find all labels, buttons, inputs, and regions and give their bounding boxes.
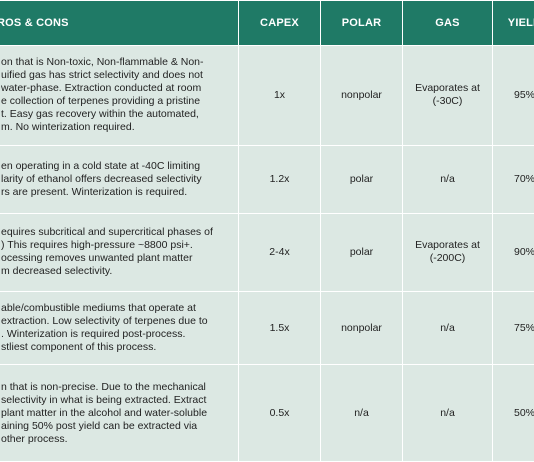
table-row: n that is non-precise. Due to the mechan… [0,364,534,462]
gas-line: n/a [440,321,455,334]
pros-cons-cell: equires subcritical and supercritical ph… [0,213,239,292]
pros-cons-line: selectivity in what is being extracted. … [1,393,207,406]
pros-cons-line: equires subcritical and supercritical ph… [1,226,213,239]
header-gas: GAS [402,0,493,46]
pros-cons-cell: n that is non-precise. Due to the mechan… [0,364,239,462]
gas-cell: Evaporates at (-200C) [402,213,493,292]
yield-cell: 90% [492,213,534,292]
gas-cell: n/a [402,144,493,215]
pros-cons-line: rs are present. Winterization is require… [1,185,188,198]
pros-cons-line: t. Easy gas recovery within the automate… [1,108,199,121]
pros-cons-cell: en operating in a cold state at -40C lim… [0,144,239,215]
pros-cons-line: able/combustible mediums that operate at [1,302,196,314]
pros-cons-line: extraction. Low selectivity of terpenes … [1,315,208,327]
gas-line: Evaporates at [415,239,480,252]
capex-cell: 1.2x [238,144,321,215]
header-capex: CAPEX [238,0,321,46]
polar-cell: polar [320,144,403,215]
polar-cell: polar [320,213,403,292]
gas-line: (-200C) [429,252,466,265]
table-row: able/combustible mediums that operate at… [0,290,534,366]
yield-cell: 75% [492,290,534,366]
pros-cons-line: plant matter in the alcohol and water-so… [1,406,208,419]
pros-cons-line: uified gas has strict selectivity and do… [1,69,203,82]
yield-cell: 95% [492,45,534,146]
pros-cons-line: . Winterization is required post-process… [1,328,186,340]
polar-cell: nonpolar [320,290,403,366]
gas-line: n/a [440,172,455,185]
pros-cons-line: e collection of terpenes providing a pri… [1,95,201,108]
gas-line: Evaporates at [415,82,480,95]
gas-cell: Evaporates at (-30C) [402,45,493,146]
pros-cons-line: larity of ethanol offers decreased selec… [1,172,202,185]
pros-cons-line: other process. [1,432,68,445]
pros-cons-cell: on that is Non-toxic, Non-flammable & No… [0,45,239,146]
capex-cell: 2-4x [238,213,321,292]
capex-cell: 1x [238,45,321,146]
pros-cons-line: water-phase. Extraction conducted at roo… [1,82,202,95]
table-row: en operating in a cold state at -40C lim… [0,144,534,215]
header-polar: POLAR [320,0,403,46]
polar-cell: nonpolar [320,45,403,146]
table-row: equires subcritical and supercritical ph… [0,213,534,292]
pros-cons-line: aining 50% post yield can be extracted v… [1,419,198,432]
header-yield: YIELD [492,0,534,46]
pros-cons-line: ocessing removes unwanted plant matter [1,252,193,265]
header-pros-cons: ROS & CONS [0,0,239,46]
yield-cell: 70% [492,144,534,215]
pros-cons-line: en operating in a cold state at -40C lim… [1,159,201,172]
capex-cell: 1.5x [238,290,321,366]
capex-cell: 0.5x [238,364,321,462]
table-header-row: ROS & CONS CAPEX POLAR GAS YIELD [0,0,534,46]
pros-cons-line: on that is Non-toxic, Non-flammable & No… [1,56,204,69]
polar-cell: n/a [320,364,403,462]
table-row: on that is Non-toxic, Non-flammable & No… [0,45,534,146]
gas-line: n/a [440,406,455,419]
pros-cons-line: stliest component of this process. [1,341,157,353]
pros-cons-cell: able/combustible mediums that operate at… [0,290,239,366]
pros-cons-line: n that is non-precise. Due to the mechan… [1,380,206,393]
gas-cell: n/a [402,290,493,366]
gas-line: (-30C) [432,95,463,108]
pros-cons-line: m. No winterization required. [1,121,135,134]
yield-cell: 50% [492,364,534,462]
pros-cons-line: ) This requires high-pressure ~8800 psi+… [1,239,193,252]
gas-cell: n/a [402,364,493,462]
pros-cons-line: m decreased selectivity. [1,265,113,278]
